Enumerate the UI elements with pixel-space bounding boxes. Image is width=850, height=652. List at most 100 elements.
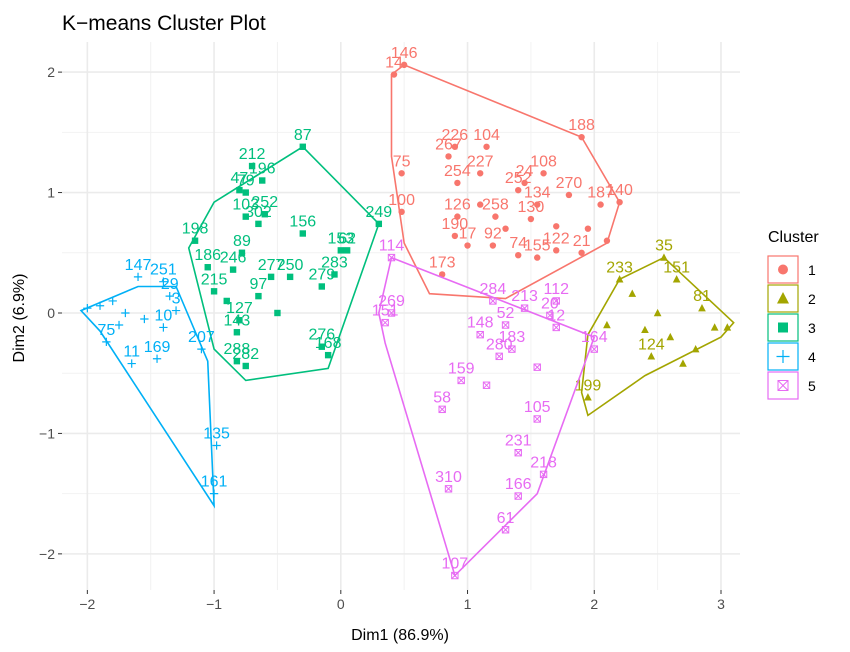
point-label: 159 <box>448 360 475 377</box>
data-point <box>83 304 92 313</box>
data-point <box>723 323 732 331</box>
cluster-5-hull <box>378 256 596 578</box>
data-point <box>539 470 548 479</box>
data-point <box>331 271 338 278</box>
legend-label-1: 1 <box>808 262 816 278</box>
data-point <box>653 308 662 317</box>
data-point <box>482 381 491 389</box>
data-point <box>121 308 130 318</box>
data-point <box>343 247 351 254</box>
point-label: 108 <box>530 153 557 170</box>
point-label: 24 <box>516 163 534 180</box>
point-label: 169 <box>144 339 171 356</box>
data-point <box>229 266 237 273</box>
point-label: 199 <box>575 377 602 394</box>
data-point <box>647 352 656 360</box>
data-point <box>451 143 459 150</box>
point-label: 17 <box>459 226 477 243</box>
data-point <box>255 292 262 300</box>
data-point <box>489 242 497 249</box>
point-label: 14 <box>385 55 403 72</box>
point-label: 10 <box>154 307 172 324</box>
data-point <box>489 297 497 305</box>
data-point <box>778 264 788 275</box>
data-point <box>159 277 168 286</box>
data-point <box>212 441 221 450</box>
point-label: 151 <box>372 303 399 320</box>
point-label: 79 <box>237 173 255 190</box>
y-tick-label: 0 <box>47 305 55 321</box>
point-label: 127 <box>226 300 253 317</box>
data-point <box>318 343 325 350</box>
point-label: 134 <box>524 185 551 202</box>
data-point <box>679 359 687 367</box>
data-point <box>223 297 230 305</box>
data-point <box>597 201 604 208</box>
point-label: 207 <box>188 329 215 346</box>
data-point <box>398 170 405 177</box>
data-point <box>445 153 452 160</box>
data-point <box>534 254 541 261</box>
point-label: 161 <box>201 474 228 491</box>
point-label: 11 <box>123 344 140 361</box>
point-label: 52 <box>497 305 515 322</box>
y-tick-label: 2 <box>47 64 55 80</box>
data-point <box>615 275 624 283</box>
data-point <box>299 143 306 150</box>
data-point <box>483 143 490 150</box>
data-point <box>299 230 306 237</box>
point-label: 81 <box>693 288 711 305</box>
point-label: 186 <box>194 247 221 264</box>
data-point <box>444 485 453 493</box>
point-label: 92 <box>484 226 502 243</box>
point-label: 270 <box>556 175 583 192</box>
data-point <box>553 223 560 230</box>
point-label: 283 <box>321 254 348 271</box>
point-label: 212 <box>239 146 266 163</box>
point-label: 153 <box>327 230 354 247</box>
cluster-1-hull <box>390 63 621 300</box>
data-point <box>584 225 592 232</box>
point-label: 250 <box>277 257 304 274</box>
point-label: 254 <box>444 163 471 180</box>
x-tick-label: −2 <box>79 596 95 612</box>
x-axis: −2 −1 0 1 2 3 <box>79 590 725 612</box>
data-point <box>267 273 275 281</box>
point-label: 147 <box>125 257 152 274</box>
point-label: 282 <box>232 346 259 363</box>
data-point <box>209 489 219 498</box>
point-label: 103 <box>232 197 259 214</box>
data-point <box>454 179 461 187</box>
data-point <box>527 215 535 223</box>
point-label: 249 <box>365 204 392 221</box>
data-point <box>502 225 509 232</box>
point-label: 135 <box>203 425 230 442</box>
y-tick-label: −2 <box>39 546 55 562</box>
point-label: 122 <box>543 230 570 247</box>
point-label: 173 <box>429 254 456 271</box>
legend-label-3: 3 <box>808 320 816 336</box>
x-axis-title: Dim1 (86.9%) <box>351 627 449 644</box>
point-label: 124 <box>638 336 665 353</box>
data-point <box>776 350 790 363</box>
data-point <box>286 273 294 281</box>
data-point <box>233 329 241 336</box>
point-label: 105 <box>524 399 551 416</box>
point-label: 233 <box>606 259 633 276</box>
data-point <box>565 191 573 199</box>
data-point <box>171 306 181 315</box>
point-label: 226 <box>442 127 469 144</box>
point-label: 188 <box>568 117 595 134</box>
point-label: 35 <box>655 238 673 255</box>
data-point <box>584 393 592 401</box>
data-point <box>515 251 522 259</box>
data-point <box>495 352 503 361</box>
point-label: 310 <box>435 469 462 486</box>
point-label: 61 <box>497 510 515 527</box>
data-point <box>438 405 446 414</box>
point-label: 100 <box>388 192 415 209</box>
point-label: 252 <box>251 194 278 211</box>
